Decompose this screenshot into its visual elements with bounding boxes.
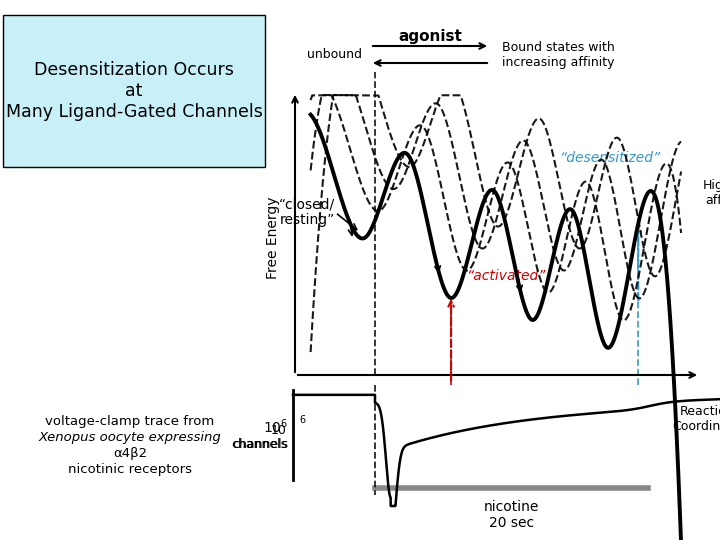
Text: agonist: agonist — [398, 29, 462, 44]
Text: 10: 10 — [271, 423, 287, 436]
Text: unbound: unbound — [307, 49, 362, 62]
Text: Highest
affinity: Highest affinity — [703, 179, 720, 207]
Text: Xenopus oocyte expressing: Xenopus oocyte expressing — [39, 430, 221, 443]
Text: Bound states with
increasing affinity: Bound states with increasing affinity — [502, 41, 615, 69]
Text: voltage-clamp trace from: voltage-clamp trace from — [45, 415, 215, 428]
Text: nicotine
20 sec: nicotine 20 sec — [484, 500, 539, 530]
Text: Desensitization Occurs
at
Many Ligand-Gated Channels: Desensitization Occurs at Many Ligand-Ga… — [6, 61, 262, 121]
Text: “desensitized”: “desensitized” — [559, 151, 661, 165]
Text: “activated”: “activated” — [467, 269, 546, 283]
FancyBboxPatch shape — [3, 15, 265, 167]
Text: channels: channels — [231, 438, 287, 451]
Text: $10^6$: $10^6$ — [263, 418, 288, 436]
Text: channels: channels — [232, 438, 288, 451]
Text: Reaction
Coordinate: Reaction Coordinate — [672, 405, 720, 433]
Text: “closed/
resting”: “closed/ resting” — [279, 197, 336, 227]
Text: 6: 6 — [299, 415, 305, 425]
Text: Free Energy: Free Energy — [266, 196, 280, 279]
Text: α4β2: α4β2 — [113, 447, 147, 460]
Text: nicotinic receptors: nicotinic receptors — [68, 462, 192, 476]
